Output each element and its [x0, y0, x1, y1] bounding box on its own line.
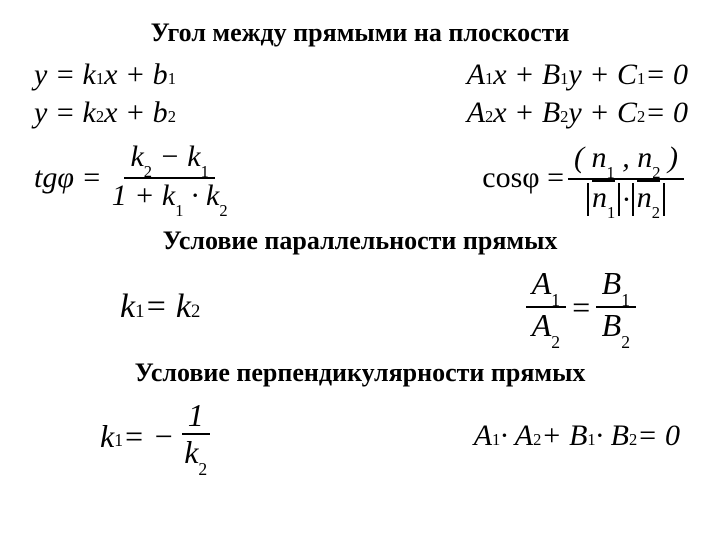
sub: 2: [219, 201, 227, 220]
txt: = 0: [645, 58, 688, 92]
txt: ): [668, 141, 678, 174]
txt: n: [592, 181, 607, 214]
sub: 1: [560, 69, 568, 89]
txt: · A: [500, 419, 533, 453]
txt: A: [467, 58, 485, 92]
txt: A: [467, 96, 485, 130]
sub: 1: [621, 290, 630, 310]
norm: n2: [632, 183, 665, 216]
txt: y = k: [34, 58, 96, 92]
eq-cos: cosφ = ( n1 , n2 ) n1 · n2: [482, 141, 688, 216]
sub: 1: [201, 162, 209, 181]
eq-perp-k: k1 = − 1 k2: [100, 398, 217, 475]
txt: B: [602, 265, 622, 301]
txt: A: [474, 419, 492, 453]
sub: 1: [485, 69, 493, 89]
eq-par-ab: A1 A2 = B1 B2: [522, 266, 640, 347]
sub: 2: [191, 301, 200, 323]
txt: y + C: [568, 58, 637, 92]
heading-parallel: Условие параллельности прямых: [20, 226, 700, 256]
sub: 2: [96, 107, 104, 127]
sub: 2: [198, 459, 207, 479]
eq-slope1: y = k1 x + b1: [34, 58, 176, 92]
sub: 2: [551, 332, 560, 352]
sub: 1: [96, 69, 104, 89]
txt: 1 + k: [112, 179, 176, 212]
eq-perp-ab: A1 · A2 + B1 · B2 = 0: [474, 419, 680, 453]
sub: 2: [637, 107, 645, 127]
txt: k: [184, 434, 198, 470]
sub: 2: [621, 332, 630, 352]
sub: 2: [560, 107, 568, 127]
txt: = 0: [645, 96, 688, 130]
txt: = −: [123, 418, 174, 455]
txt: x + b: [104, 58, 168, 92]
eq-tg: tgφ = k2 − k1 1 + k1 · k2: [34, 140, 238, 216]
txt: − k: [160, 140, 201, 173]
txt: , n: [622, 141, 652, 174]
txt: y = k: [34, 96, 96, 130]
eq-general1: A1 x + B1 y + C1 = 0: [467, 58, 688, 92]
sub: 1: [637, 69, 645, 89]
txt: y + C: [568, 96, 637, 130]
cosphi: cosφ =: [482, 161, 564, 195]
txt: + B: [541, 419, 587, 453]
sub: 1: [551, 290, 560, 310]
eq-sign: =: [570, 289, 592, 326]
eq-general2: A2 x + B2 y + C2 = 0: [467, 96, 688, 130]
sub: 2: [144, 162, 152, 181]
sub: 2: [533, 430, 541, 450]
eq-slope2: y = k2 x + b2: [34, 96, 176, 130]
txt: x + B: [493, 58, 560, 92]
txt: ( n: [574, 141, 607, 174]
txt: A: [532, 265, 552, 301]
heading-perp: Условие перпендикулярности прямых: [20, 358, 700, 388]
txt: = 0: [637, 419, 680, 453]
txt: · k: [191, 179, 219, 212]
sub: 1: [587, 430, 595, 450]
sub: 2: [629, 430, 637, 450]
sub: 2: [168, 107, 176, 127]
sub: 1: [607, 203, 615, 222]
sub: 1: [168, 69, 176, 89]
txt: · B: [596, 419, 629, 453]
heading-angle: Угол между прямыми на плоскости: [20, 18, 700, 48]
dot: ·: [622, 183, 630, 216]
txt: B: [602, 307, 622, 343]
txt: k: [120, 288, 135, 326]
sub: 2: [652, 203, 660, 222]
sub: 1: [492, 430, 500, 450]
sub: 2: [485, 107, 493, 127]
sub: 1: [135, 301, 144, 323]
norm: n1: [587, 183, 620, 216]
sub: 1: [114, 430, 123, 451]
txt: A: [532, 307, 552, 343]
txt: = k: [144, 288, 191, 326]
txt: n: [637, 181, 652, 214]
sub: 1: [175, 201, 183, 220]
tgphi: tgφ =: [34, 161, 102, 195]
txt: 1: [182, 398, 210, 435]
txt: x + b: [104, 96, 168, 130]
txt: k: [130, 140, 143, 173]
txt: x + B: [493, 96, 560, 130]
eq-par-k: k1 = k2: [120, 288, 200, 326]
txt: k: [100, 418, 114, 455]
